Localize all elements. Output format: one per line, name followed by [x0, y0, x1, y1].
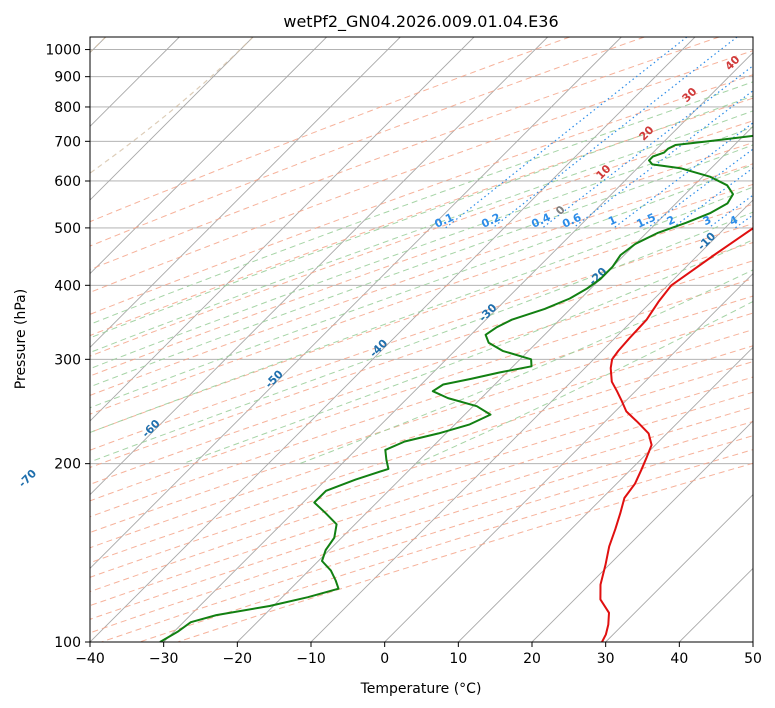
- isotherm-line: [90, 37, 401, 348]
- isotherm-line: [90, 37, 475, 422]
- y-tick-label: 300: [54, 352, 81, 368]
- y-tick-label: 600: [54, 174, 81, 190]
- x-axis-label: Temperature (°C): [360, 681, 482, 697]
- isotherm-line: [458, 346, 753, 642]
- dry-adiabat-line: [90, 37, 645, 247]
- mixing-ratio-line: [572, 89, 753, 229]
- isotherm-line: [90, 37, 622, 569]
- dry-adiabat-line: [90, 329, 753, 549]
- isotherm-line: [90, 37, 548, 496]
- background-lines: [90, 37, 753, 642]
- isotherm-line: [163, 52, 753, 642]
- moist-adiabat-line: [90, 81, 753, 325]
- dry-adiabat-line: [90, 295, 753, 518]
- isotherm-line: [90, 37, 254, 201]
- x-tick-label: −30: [149, 651, 179, 667]
- dry-adiabat-line: [90, 278, 753, 502]
- mixing-ratio-line: [647, 148, 753, 229]
- mixing-ratio-line: [445, 37, 688, 229]
- temperature-profile-line: [599, 227, 753, 642]
- y-tick-label: 700: [54, 134, 81, 150]
- moist-adiabat-line: [90, 164, 753, 409]
- x-tick-label: −40: [75, 651, 105, 667]
- x-tick-label: 0: [380, 651, 389, 667]
- dry-adiabat-line: [101, 435, 753, 642]
- isotherm-line: [90, 37, 327, 275]
- isotherm-line: [531, 420, 753, 642]
- isotherm-line: [310, 199, 753, 642]
- dry-adiabat-line: [90, 120, 753, 357]
- x-tick-label: 50: [744, 651, 762, 667]
- dry-adiabat-line: [90, 391, 753, 607]
- dry-adiabat-line: [90, 312, 753, 534]
- moist-adiabat-line: [90, 126, 753, 370]
- plot-frame: [89, 36, 754, 643]
- y-axis-label: Pressure (hPa): [13, 289, 29, 389]
- dry-adiabat-line: [90, 37, 720, 271]
- chart-title: wetPf2_GN04.2026.009.01.04.E36: [283, 12, 558, 32]
- y-tick-label: 100: [54, 635, 81, 651]
- dry-adiabat-line: [90, 50, 753, 293]
- mixing-ratio-line: [672, 167, 753, 229]
- x-tick-label: 40: [670, 651, 688, 667]
- profile-lines: [159, 134, 753, 642]
- reference-curve: [90, 37, 254, 174]
- moist-adiabat-line: [90, 110, 753, 354]
- y-tick-label: 800: [54, 100, 81, 116]
- dry-adiabat-line: [90, 406, 753, 620]
- moist-adiabat-line: [90, 186, 753, 434]
- dewpoint-profile-line: [159, 134, 753, 642]
- y-tick-label: 1000: [45, 43, 81, 59]
- x-tick-label: 10: [449, 651, 467, 667]
- dry-adiabat-line: [90, 376, 753, 593]
- moist-adiabat-line: [90, 211, 753, 463]
- y-tick-label: 900: [54, 70, 81, 86]
- x-tick-label: 20: [523, 651, 541, 667]
- moist-adiabat-line: [416, 300, 753, 465]
- mixing-ratio-line: [492, 37, 738, 229]
- x-tick-label: −10: [296, 651, 326, 667]
- y-tick-label: 400: [54, 278, 81, 294]
- isotherm-line: [605, 494, 753, 642]
- isotherm-line: [384, 273, 753, 642]
- dry-adiabat-line: [139, 449, 753, 642]
- x-tick-label: −20: [223, 651, 253, 667]
- x-tick-label: 30: [597, 651, 615, 667]
- axis-ticks: −40 −30 −20 −10 0 10 20 30 40 50 100 200 300 400 500 60…: [45, 43, 762, 667]
- y-tick-label: 200: [54, 457, 81, 473]
- y-tick-label: 500: [54, 221, 81, 237]
- dry-adiabat-line: [90, 420, 753, 634]
